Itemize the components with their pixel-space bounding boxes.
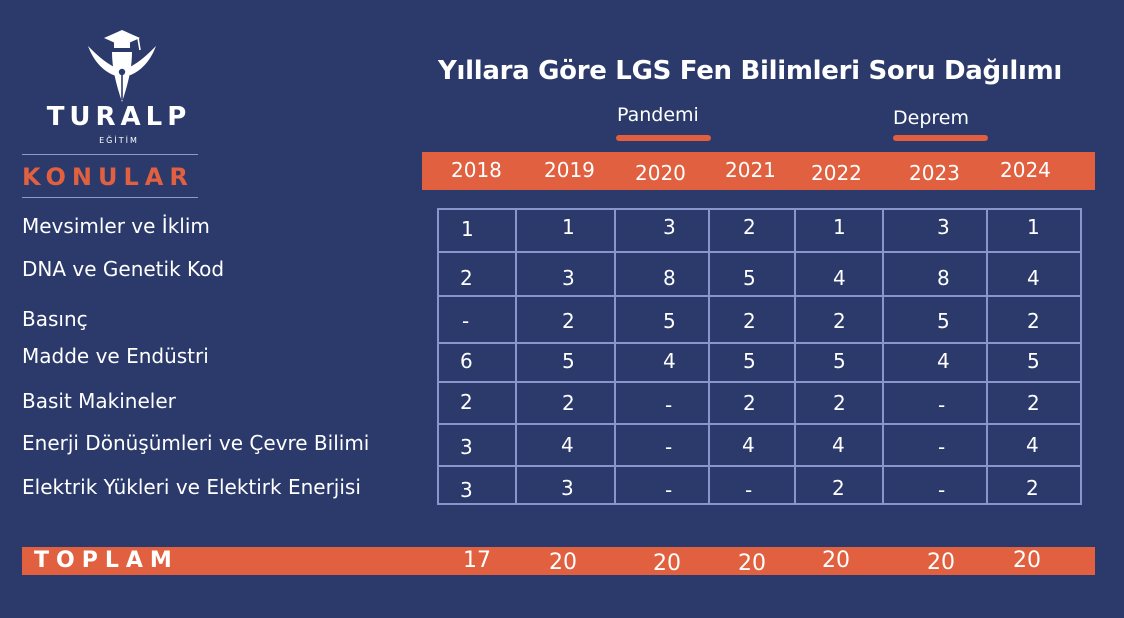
table-cell: 2 (832, 476, 845, 500)
table-cell: 1 (562, 215, 575, 239)
table-cell: 2 (743, 309, 756, 333)
table-cell: - (665, 435, 673, 459)
total-value: 17 (463, 548, 491, 573)
table-cell: 2 (562, 391, 575, 415)
table-cell: - (462, 309, 470, 333)
table-column-divider (882, 208, 884, 505)
brand-name: TURALP (46, 102, 192, 132)
table-cell: 5 (1027, 349, 1040, 373)
table-cell: - (938, 478, 946, 502)
table-cell: 5 (743, 266, 756, 290)
deprem-note: Deprem (893, 107, 969, 129)
table-cell: 4 (1026, 433, 1039, 457)
table-row-divider (437, 342, 1082, 344)
table-cell: 3 (460, 435, 473, 459)
topic-label: DNA ve Genetik Kod (22, 257, 225, 281)
table-row-divider (437, 295, 1082, 297)
table-column-divider (986, 208, 988, 505)
table-cell: 2 (743, 215, 756, 239)
topic-label: Madde ve Endüstri (22, 344, 209, 368)
pandemi-note: Pandemi (617, 104, 699, 126)
table-cell: 8 (663, 266, 676, 290)
table-cell: 6 (460, 349, 473, 373)
table-cell: 3 (937, 215, 950, 239)
table-cell: 2 (743, 391, 756, 415)
table-column-divider (794, 208, 796, 505)
total-value: 20 (822, 548, 850, 573)
table-row-divider (437, 251, 1082, 253)
data-table (437, 208, 1082, 505)
table-column-divider (515, 208, 517, 505)
table-cell: 4 (561, 433, 574, 457)
year-header-2018: 2018 (451, 158, 502, 182)
table-cell: 2 (1026, 476, 1039, 500)
table-row-divider (437, 465, 1082, 467)
total-value: 20 (927, 550, 955, 575)
table-cell: 4 (937, 349, 950, 373)
topic-label: Basit Makineler (22, 389, 176, 413)
topic-label: Enerji Dönüşümleri ve Çevre Bilimi (22, 431, 370, 455)
table-cell: 1 (1027, 215, 1040, 239)
table-column-divider (614, 208, 616, 505)
year-header-bar (422, 152, 1095, 190)
table-cell: 3 (561, 476, 574, 500)
year-header-2021: 2021 (725, 158, 776, 182)
table-cell: 4 (742, 433, 755, 457)
table-cell: 8 (937, 266, 950, 290)
year-header-2019: 2019 (544, 158, 595, 182)
table-cell: - (745, 478, 753, 502)
konular-header: KONULAR (22, 163, 194, 191)
table-cell: 2 (833, 391, 846, 415)
table-cell: 3 (562, 266, 575, 290)
total-bar (22, 547, 1095, 575)
table-cell: 1 (833, 215, 846, 239)
table-cell: - (665, 478, 673, 502)
brand-divider (22, 154, 198, 155)
total-value: 20 (738, 551, 766, 576)
topic-label: Elektrik Yükleri ve Elektirk Enerjisi (22, 475, 361, 499)
table-cell: - (938, 393, 946, 417)
total-label: TOPLAM (34, 548, 179, 573)
table-cell: 2 (833, 309, 846, 333)
pandemi-underline (616, 135, 711, 141)
table-cell: 2 (1027, 391, 1040, 415)
table-cell: 3 (663, 215, 676, 239)
total-value: 20 (653, 551, 681, 576)
year-header-2020: 2020 (635, 161, 686, 185)
table-cell: - (665, 393, 673, 417)
turalp-logo-icon (88, 30, 156, 102)
page-title: Yıllara Göre LGS Fen Bilimleri Soru Dağı… (437, 56, 1063, 86)
table-cell: 5 (833, 349, 846, 373)
table-cell: 4 (833, 266, 846, 290)
konular-divider (22, 197, 198, 198)
table-cell: 3 (460, 478, 473, 502)
table-cell: 5 (743, 349, 756, 373)
table-cell: 5 (663, 309, 676, 333)
table-row-divider (437, 381, 1082, 383)
table-cell: 1 (461, 217, 474, 241)
table-cell: 4 (1027, 266, 1040, 290)
table-cell: 2 (1027, 309, 1040, 333)
topic-label: Basınç (22, 307, 88, 331)
brand-subtitle: EĞİTİM (99, 136, 139, 145)
total-value: 20 (549, 550, 577, 575)
table-column-divider (708, 208, 710, 505)
table-cell: 5 (562, 349, 575, 373)
year-header-2022: 2022 (811, 161, 862, 185)
table-cell: - (938, 435, 946, 459)
year-header-2024: 2024 (1000, 158, 1051, 182)
table-cell: 2 (460, 390, 473, 414)
table-cell: 4 (663, 349, 676, 373)
table-row-divider (437, 423, 1082, 425)
table-cell: 4 (832, 433, 845, 457)
table-cell: 2 (562, 309, 575, 333)
table-cell: 5 (937, 309, 950, 333)
topic-label: Mevsimler ve İklim (22, 214, 210, 238)
year-header-2023: 2023 (909, 161, 960, 185)
deprem-underline (893, 135, 988, 141)
total-value: 20 (1013, 548, 1041, 573)
table-cell: 2 (460, 266, 473, 290)
